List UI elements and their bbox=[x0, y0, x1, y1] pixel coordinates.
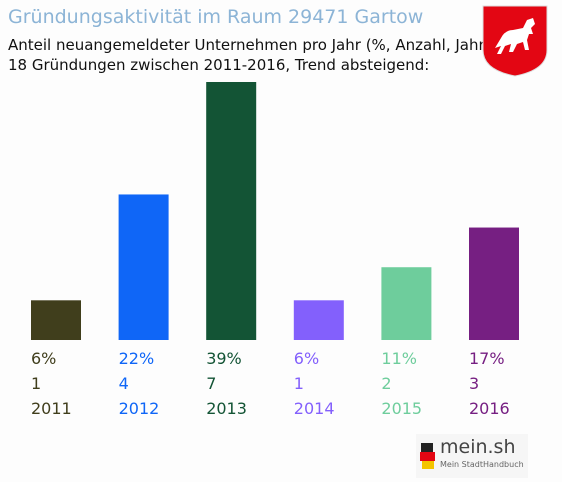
year-label-2011: 2011 bbox=[31, 399, 72, 418]
logo-text: mein.sh bbox=[440, 436, 516, 458]
percent-label-2013: 39% bbox=[206, 349, 242, 368]
year-label-2015: 2015 bbox=[381, 399, 422, 418]
year-label-2014: 2014 bbox=[294, 399, 335, 418]
percent-label-2016: 17% bbox=[469, 349, 505, 368]
percent-label-2012: 22% bbox=[119, 349, 155, 368]
logo-subtext: Mein StadtHandbuch bbox=[440, 460, 524, 469]
count-label-2012: 4 bbox=[119, 374, 129, 393]
bar-2016 bbox=[469, 227, 519, 340]
bar-2012 bbox=[118, 194, 169, 340]
percent-label-2011: 6% bbox=[31, 349, 56, 368]
percent-label-2014: 6% bbox=[294, 349, 319, 368]
chart-subtitle-line-2: 18 Gründungen zwischen 2011-2016, Trend … bbox=[8, 56, 430, 74]
chart-subtitle-line-1: Anteil neuangemeldeter Unternehmen pro J… bbox=[8, 36, 491, 54]
bar-2013 bbox=[206, 82, 257, 340]
bar-2014 bbox=[293, 300, 344, 340]
bar-2015 bbox=[381, 267, 432, 340]
count-label-2015: 2 bbox=[381, 374, 391, 393]
count-label-2016: 3 bbox=[469, 374, 479, 393]
bar-2011 bbox=[31, 300, 81, 340]
chart-title: Gründungsaktivität im Raum 29471 Gartow bbox=[8, 6, 424, 28]
count-label-2013: 7 bbox=[206, 374, 216, 393]
year-label-2016: 2016 bbox=[469, 399, 510, 418]
percent-label-2015: 11% bbox=[381, 349, 417, 368]
germany-map-icon bbox=[420, 443, 435, 469]
count-label-2014: 1 bbox=[294, 374, 304, 393]
year-label-2013: 2013 bbox=[206, 399, 247, 418]
lower-saxony-horse-crest-icon bbox=[482, 5, 548, 77]
year-label-2012: 2012 bbox=[119, 399, 160, 418]
mein-sh-logo: mein.sh Mein StadtHandbuch bbox=[416, 434, 528, 478]
count-label-2011: 1 bbox=[31, 374, 41, 393]
